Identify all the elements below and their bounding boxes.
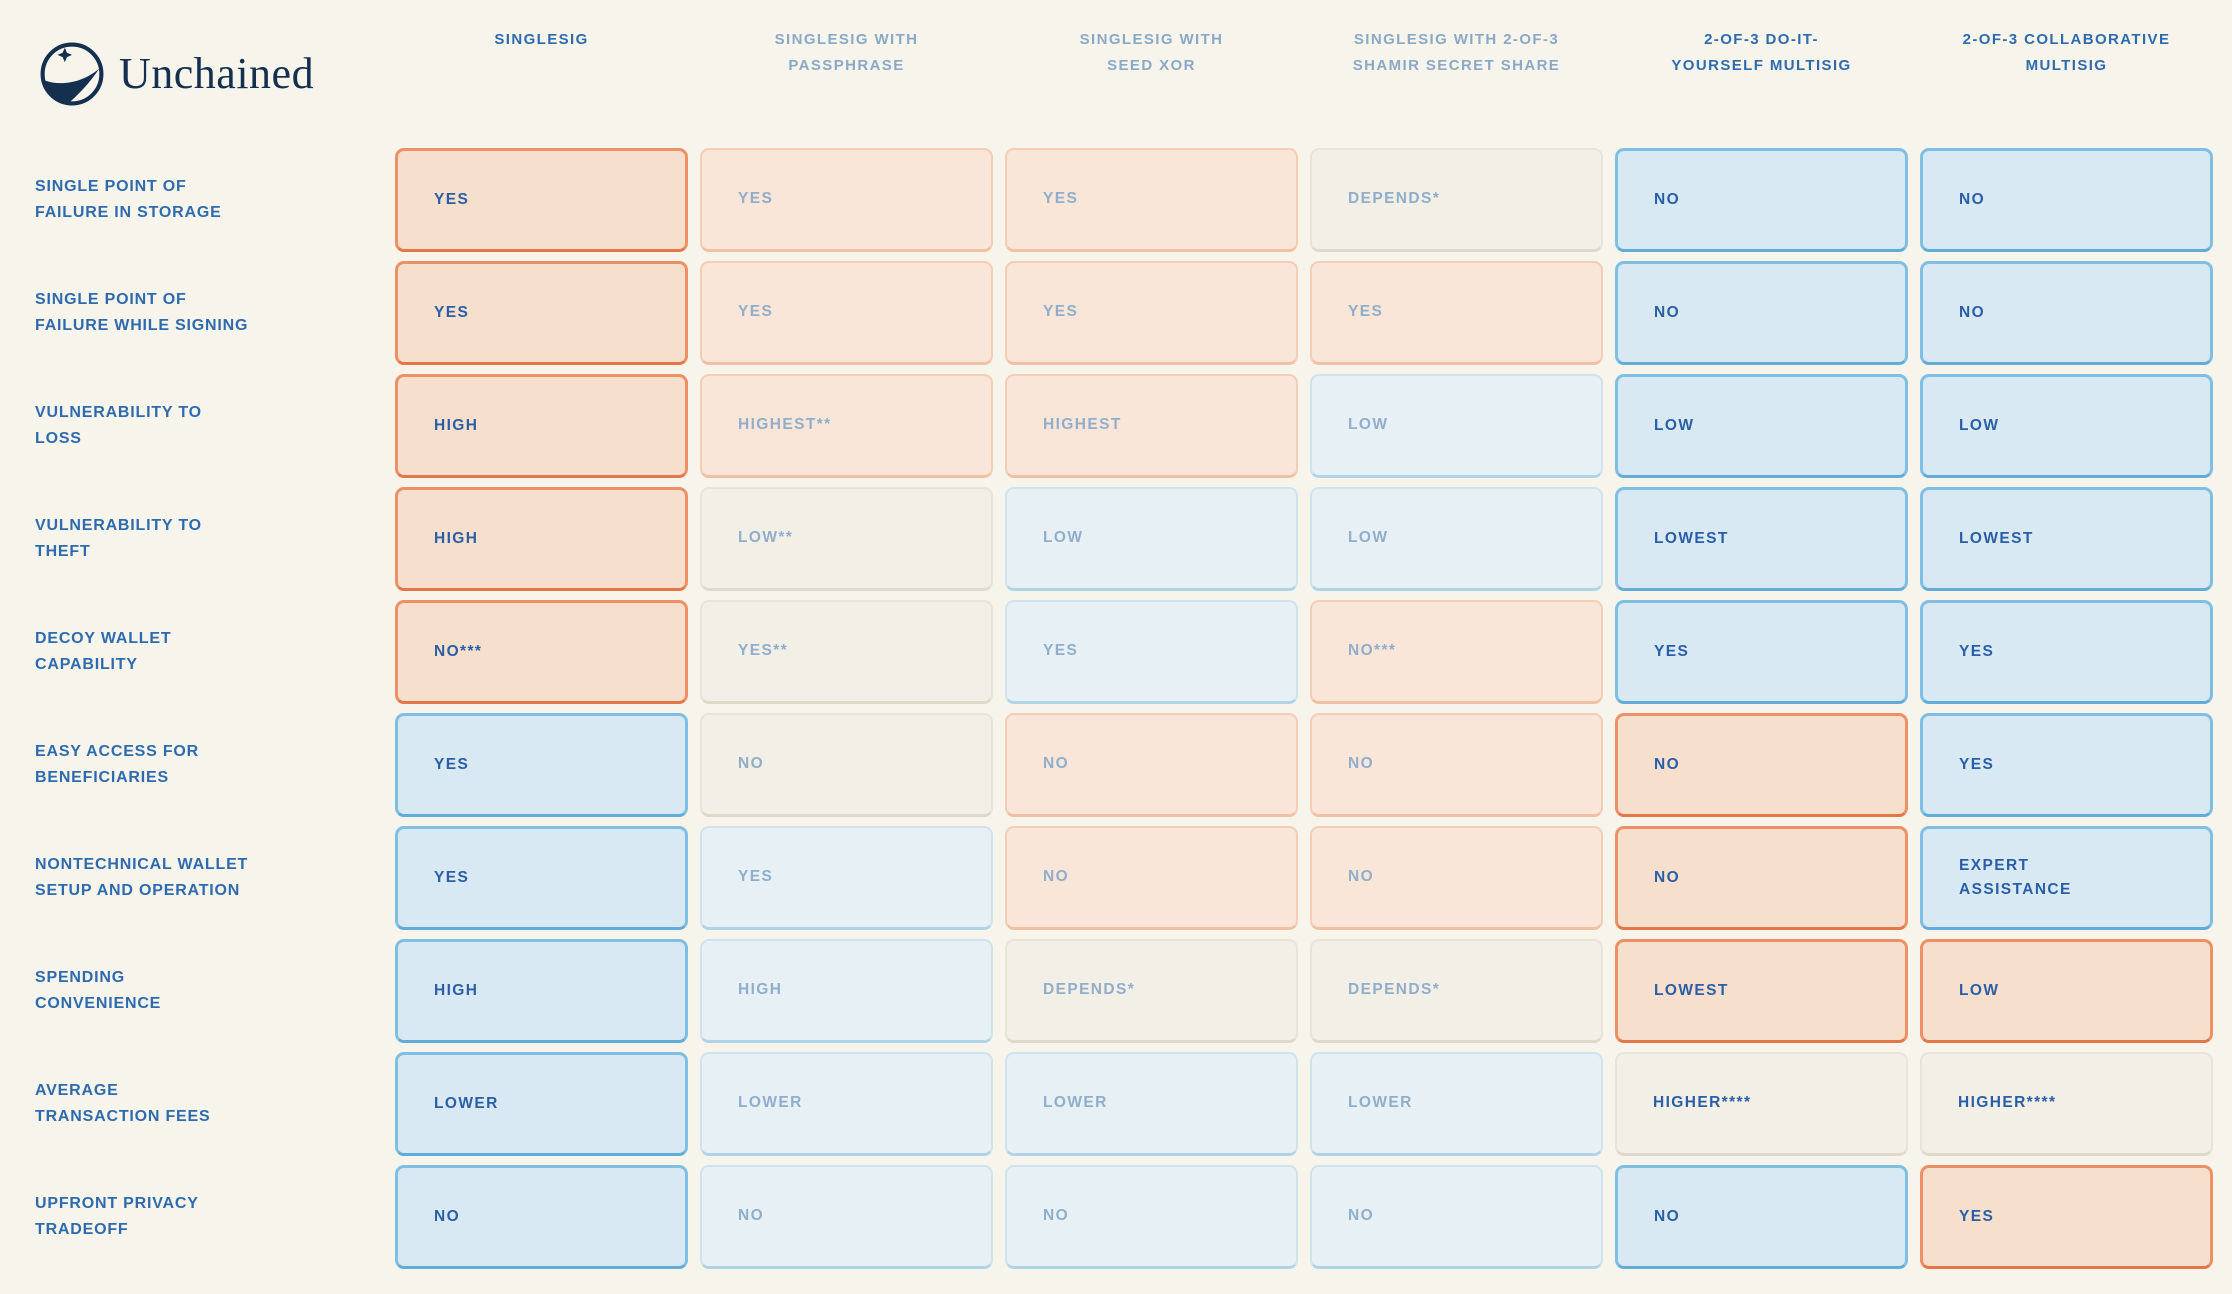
row-label-10: UPFRONT PRIVACY TRADEOFF — [35, 1194, 199, 1238]
column-header-4: SINGLESIG WITH 2-OF-3 SHAMIR SECRET SHAR… — [1352, 31, 1561, 75]
table-cell-r10c5: NO — [1615, 1165, 1908, 1269]
row-label-5: DECOY WALLET CAPABILITY — [35, 629, 172, 673]
column-header-2: SINGLESIG WITH PASSPHRASE — [774, 31, 919, 75]
table-cell-r10c6: YES — [1920, 1165, 2213, 1269]
table-cell-r6c3: NO — [1005, 713, 1298, 817]
table-cell-r2c3: YES — [1005, 261, 1298, 365]
logo-wordmark: Unchained — [119, 49, 315, 98]
table-cell-r9c4: LOWER — [1310, 1052, 1603, 1156]
table-cell-r10c1: NO — [395, 1165, 688, 1269]
table-cell-r1c3: YES — [1005, 148, 1298, 252]
row-label-1: SINGLE POINT OF FAILURE IN STORAGE — [35, 177, 222, 221]
table-cell-r2c6: NO — [1920, 261, 2213, 365]
table-cell-r5c1: NO*** — [395, 600, 688, 704]
table-cell-r8c5: LOWEST — [1615, 939, 1908, 1043]
row-label-9: AVERAGE TRANSACTION FEES — [35, 1081, 211, 1125]
table-cell-r7c4: NO — [1310, 826, 1603, 930]
table-cell-r1c2: YES — [700, 148, 993, 252]
row-label-4: VULNERABILITY TO THEFT — [35, 516, 202, 560]
table-cell-r6c5: NO — [1615, 713, 1908, 817]
table-cell-r7c2: YES — [700, 826, 993, 930]
table-cell-r2c4: YES — [1310, 261, 1603, 365]
unchained-logo-icon — [40, 42, 104, 105]
table-cell-r1c6: NO — [1920, 148, 2213, 252]
table-cell-r6c6: YES — [1920, 713, 2213, 817]
table-cell-r1c1: YES — [395, 148, 688, 252]
table-cell-r4c6: LOWEST — [1920, 487, 2213, 591]
row-label-3: VULNERABILITY TO LOSS — [35, 403, 202, 447]
table-cell-r3c2: HIGHEST** — [700, 374, 993, 478]
table-cell-r9c3: LOWER — [1005, 1052, 1298, 1156]
table-cell-r10c3: NO — [1005, 1165, 1298, 1269]
table-cell-r2c1: YES — [395, 261, 688, 365]
table-cell-r1c5: NO — [1615, 148, 1908, 252]
table-cell-r7c3: NO — [1005, 826, 1298, 930]
table-cell-r6c2: NO — [700, 713, 993, 817]
table-cell-r4c3: LOW — [1005, 487, 1298, 591]
table-cell-r3c1: HIGH — [395, 374, 688, 478]
row-label-8: SPENDING CONVENIENCE — [35, 968, 162, 1012]
table-cell-r10c2: NO — [700, 1165, 993, 1269]
table-cell-r10c4: NO — [1310, 1165, 1603, 1269]
table-cell-r6c1: YES — [395, 713, 688, 817]
table-cell-r4c5: LOWEST — [1615, 487, 1908, 591]
table-cell-r8c6: LOW — [1920, 939, 2213, 1043]
column-header-5: 2-OF-3 DO-IT- YOURSELF MULTISIG — [1671, 31, 1852, 75]
column-header-1: SINGLESIG — [494, 31, 589, 48]
table-cell-r5c5: YES — [1615, 600, 1908, 704]
table-cell-r1c4: DEPENDS* — [1310, 148, 1603, 252]
table-cell-r8c2: HIGH — [700, 939, 993, 1043]
table-cell-r2c5: NO — [1615, 261, 1908, 365]
row-label-2: SINGLE POINT OF FAILURE WHILE SIGNING — [35, 290, 249, 334]
table-cell-r4c2: LOW** — [700, 487, 993, 591]
table-cell-r7c6: EXPERT ASSISTANCE — [1920, 826, 2213, 930]
table-cell-r2c2: YES — [700, 261, 993, 365]
table-cell-r3c6: LOW — [1920, 374, 2213, 478]
table-cell-r5c3: YES — [1005, 600, 1298, 704]
table-cell-r6c4: NO — [1310, 713, 1603, 817]
table-cell-r7c1: YES — [395, 826, 688, 930]
table-cell-r4c1: HIGH — [395, 487, 688, 591]
column-header-3: SINGLESIG WITH SEED XOR — [1079, 31, 1224, 75]
table-cell-r8c1: HIGH — [395, 939, 688, 1043]
table-cell-r9c5: HIGHER**** — [1615, 1052, 1908, 1156]
table-cell-r9c2: LOWER — [700, 1052, 993, 1156]
table-cell-r5c2: YES** — [700, 600, 993, 704]
row-label-6: EASY ACCESS FOR BENEFICIARIES — [35, 742, 200, 786]
table-cell-r9c1: LOWER — [395, 1052, 688, 1156]
table-cell-r4c4: LOW — [1310, 487, 1603, 591]
table-cell-r8c4: DEPENDS* — [1310, 939, 1603, 1043]
table-cell-r9c6: HIGHER**** — [1920, 1052, 2213, 1156]
table-cell-r5c4: NO*** — [1310, 600, 1603, 704]
table-cell-r5c6: YES — [1920, 600, 2213, 704]
table-cell-r3c4: LOW — [1310, 374, 1603, 478]
column-header-6: 2-OF-3 COLLABORATIVE MULTISIG — [1962, 31, 2171, 75]
table-cell-r3c5: LOW — [1615, 374, 1908, 478]
table-cell-r8c3: DEPENDS* — [1005, 939, 1298, 1043]
table-cell-r3c3: HIGHEST — [1005, 374, 1298, 478]
table-cell-r7c5: NO — [1615, 826, 1908, 930]
row-label-7: NONTECHNICAL WALLET SETUP AND OPERATION — [35, 855, 249, 899]
unchained-logo: Unchained — [35, 0, 383, 139]
